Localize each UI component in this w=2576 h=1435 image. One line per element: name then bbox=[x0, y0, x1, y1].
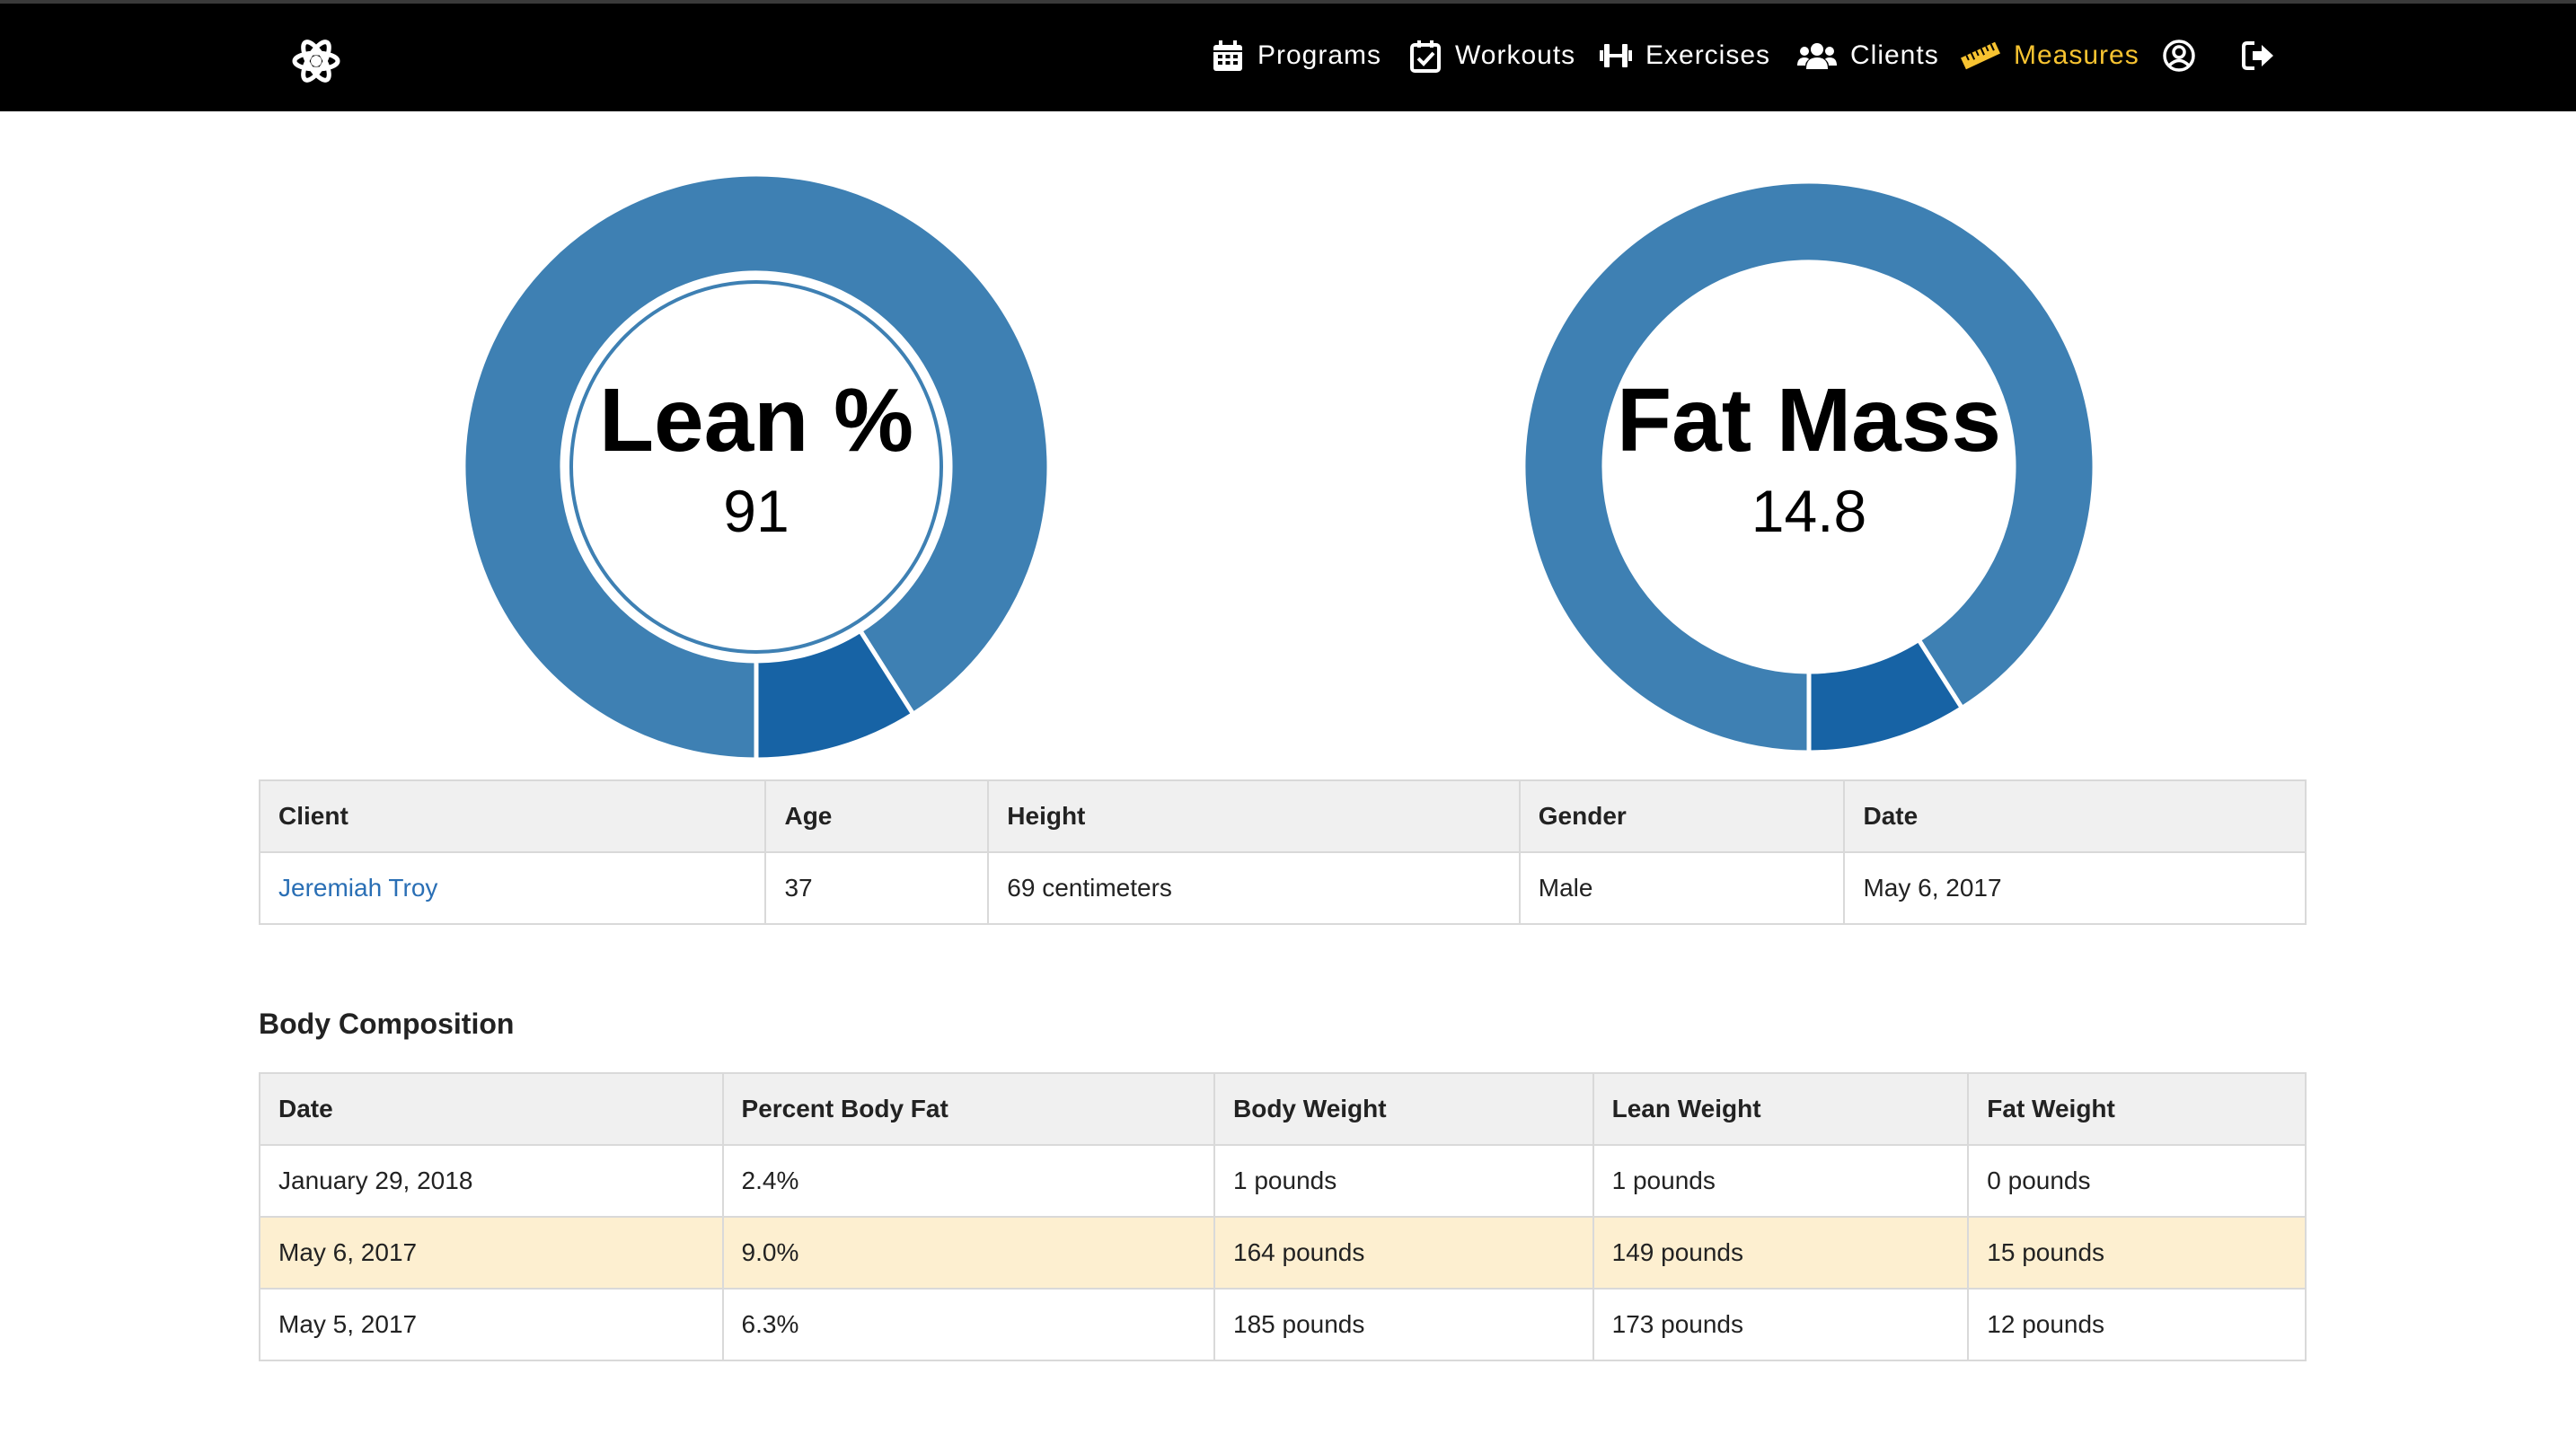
header-body-weight: Body Weight bbox=[1213, 1072, 1594, 1146]
table-row[interactable]: May 5, 2017 6.3% 185 pounds 173 pounds 1… bbox=[259, 1288, 2307, 1361]
donut-slice-1-0[interactable] bbox=[1521, 179, 2097, 755]
calendar-check-icon bbox=[1410, 40, 1441, 73]
main-nav: Programs Workouts Exercises bbox=[0, 4, 2576, 111]
header-gender: Gender bbox=[1518, 779, 1846, 853]
nav-workouts-label: Workouts bbox=[1455, 40, 1576, 70]
header-height: Height bbox=[987, 779, 1521, 853]
row-body-weight: 1 pounds bbox=[1213, 1144, 1594, 1218]
row-percent-body-fat: 6.3% bbox=[721, 1288, 1216, 1361]
nav-measures[interactable]: Measures bbox=[1960, 31, 2139, 81]
client-gender: Male bbox=[1518, 851, 1846, 925]
client-name-link[interactable]: Jeremiah Troy bbox=[278, 874, 438, 902]
donut-slice-1-1[interactable] bbox=[1806, 637, 1965, 755]
fat-donut-svg bbox=[1521, 179, 2097, 755]
row-body-weight: 164 pounds bbox=[1213, 1216, 1594, 1290]
nav-exercises[interactable]: Exercises bbox=[1599, 31, 1770, 81]
header-percent-body-fat: Percent Body Fat bbox=[721, 1072, 1216, 1146]
lean-donut-svg bbox=[461, 172, 1052, 762]
logout-button[interactable] bbox=[2240, 31, 2276, 81]
lean-percent-donut-chart: Lean % 91 bbox=[460, 171, 1053, 763]
header-lean-weight: Lean Weight bbox=[1592, 1072, 1970, 1146]
row-date: May 6, 2017 bbox=[259, 1216, 724, 1290]
body-composition-table: Date Percent Body Fat Body Weight Lean W… bbox=[259, 1072, 2307, 1361]
users-icon bbox=[1797, 43, 1837, 69]
row-percent-body-fat: 2.4% bbox=[721, 1144, 1216, 1218]
row-lean-weight: 1 pounds bbox=[1592, 1144, 1970, 1218]
donut-inner-ring-0 bbox=[569, 280, 943, 654]
client-age: 37 bbox=[764, 851, 990, 925]
row-percent-body-fat: 9.0% bbox=[721, 1216, 1216, 1290]
donut-slice-0-0[interactable] bbox=[461, 172, 1052, 762]
header-client: Client bbox=[258, 779, 767, 853]
client-table-header-row: Client Age Height Gender Date bbox=[258, 779, 2307, 853]
fat-mass-donut-chart: Fat Mass 14.8 bbox=[1518, 176, 2100, 758]
header-age: Age bbox=[764, 779, 990, 853]
nav-exercises-label: Exercises bbox=[1645, 40, 1771, 70]
client-height: 69 centimeters bbox=[987, 851, 1521, 925]
row-fat-weight: 0 pounds bbox=[1967, 1144, 2307, 1218]
nav-measures-label: Measures bbox=[2014, 40, 2139, 70]
nav-clients[interactable]: Clients bbox=[1796, 31, 1939, 81]
nav-programs-label: Programs bbox=[1257, 40, 1382, 70]
donut-inner-ring-1 bbox=[1613, 271, 2005, 663]
nav-programs[interactable]: Programs bbox=[1211, 31, 1381, 81]
header-fat-weight: Fat Weight bbox=[1967, 1072, 2307, 1146]
row-date: May 5, 2017 bbox=[259, 1288, 724, 1361]
body-composition-heading: Body Composition bbox=[259, 1008, 515, 1040]
header-date: Date bbox=[259, 1072, 724, 1146]
row-fat-weight: 12 pounds bbox=[1967, 1288, 2307, 1361]
ruler-icon bbox=[1961, 41, 2000, 70]
row-body-weight: 185 pounds bbox=[1213, 1288, 1594, 1361]
sign-out-icon bbox=[2242, 41, 2273, 70]
row-date: January 29, 2018 bbox=[259, 1144, 724, 1218]
nav-clients-label: Clients bbox=[1850, 40, 1939, 70]
nav-workouts[interactable]: Workouts bbox=[1408, 31, 1575, 81]
table-row[interactable]: January 29, 2018 2.4% 1 pounds 1 pounds … bbox=[259, 1144, 2307, 1218]
header-date: Date bbox=[1843, 779, 2307, 853]
table-row-selected[interactable]: May 6, 2017 9.0% 164 pounds 149 pounds 1… bbox=[259, 1216, 2307, 1290]
user-circle-icon bbox=[2163, 40, 2195, 72]
client-date: May 6, 2017 bbox=[1843, 851, 2307, 925]
client-info-table: Client Age Height Gender Date Jeremiah T… bbox=[258, 779, 2307, 925]
client-table-row: Jeremiah Troy 37 69 centimeters Male May… bbox=[258, 851, 2307, 925]
dumbbell-icon bbox=[1600, 44, 1632, 67]
profile-button[interactable] bbox=[2161, 31, 2197, 81]
body-comp-header-row: Date Percent Body Fat Body Weight Lean W… bbox=[259, 1072, 2307, 1146]
donut-slice-0-1[interactable] bbox=[754, 627, 917, 762]
row-fat-weight: 15 pounds bbox=[1967, 1216, 2307, 1290]
row-lean-weight: 173 pounds bbox=[1592, 1288, 1970, 1361]
atom-gear-icon[interactable] bbox=[291, 36, 341, 86]
top-navbar: Programs Workouts Exercises bbox=[0, 0, 2576, 111]
calendar-icon bbox=[1213, 40, 1242, 71]
row-lean-weight: 149 pounds bbox=[1592, 1216, 1970, 1290]
